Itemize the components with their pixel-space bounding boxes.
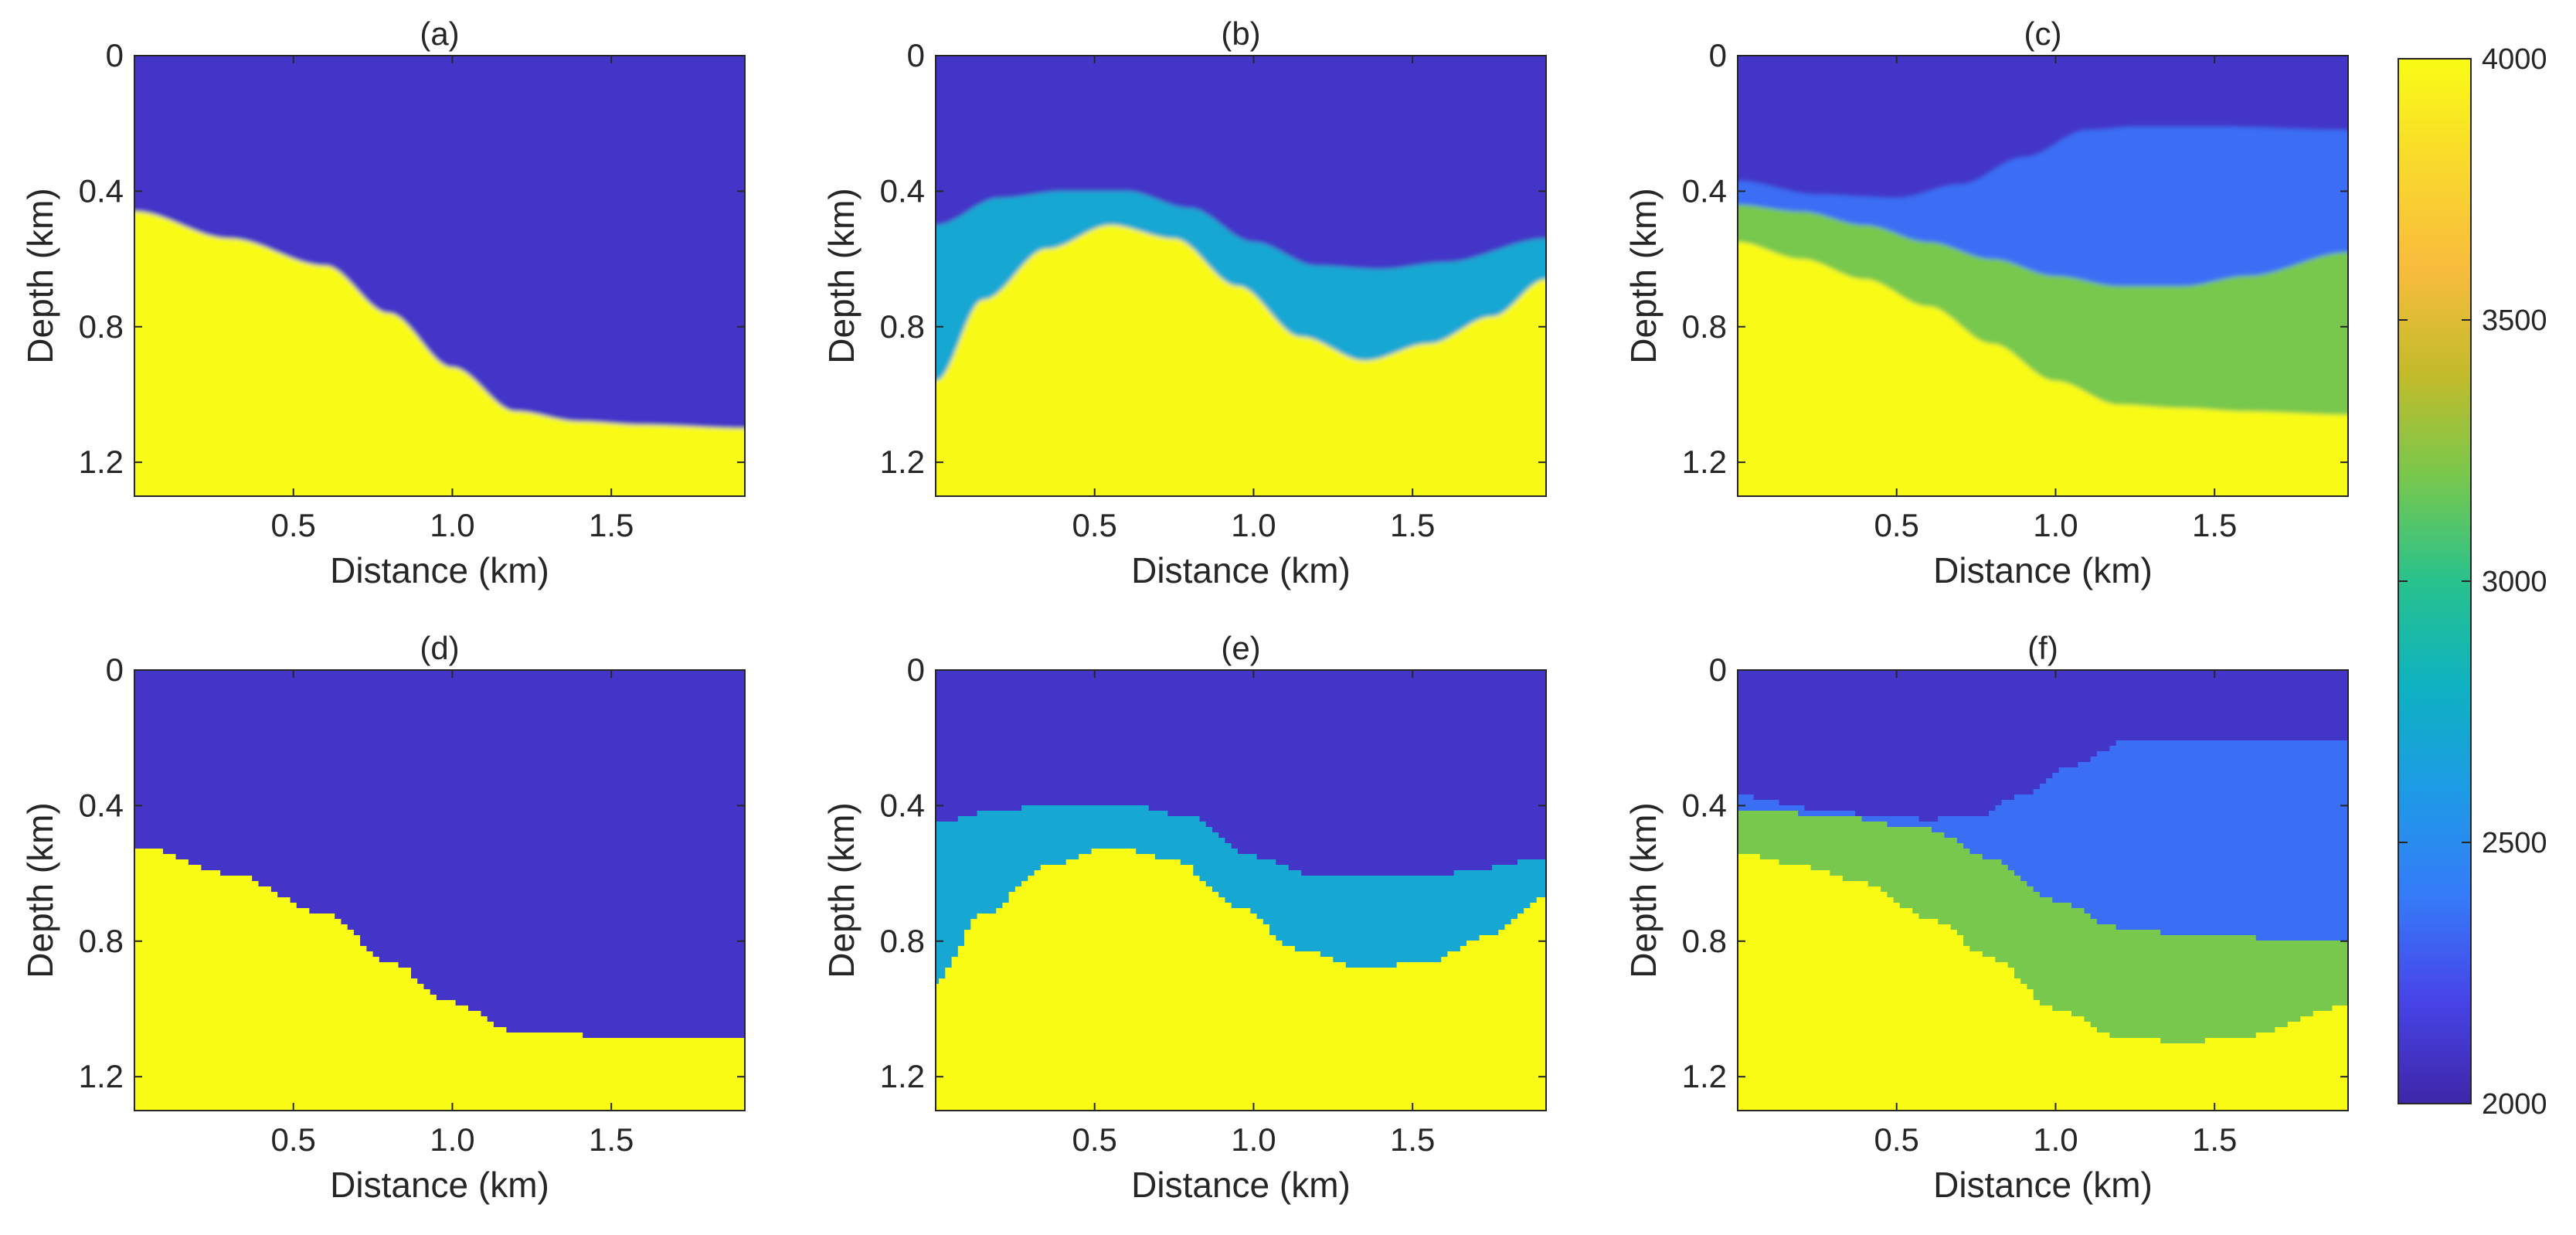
- velocity-field: [1738, 670, 2348, 1111]
- panel-b: 0.5 1.0 1.5 0 0.4 0.8 1.2 (b) Distance (km) Depth…: [821, 15, 1547, 590]
- colorbar-tick-label: 4000: [2482, 43, 2547, 76]
- y-tick-label: 0: [1709, 37, 1727, 73]
- x-axis-label: Distance (km): [330, 550, 549, 590]
- x-tick-label: 1.0: [2033, 507, 2078, 543]
- velocity-field: [134, 56, 745, 496]
- x-tick-label: 0.5: [271, 1121, 316, 1158]
- x-tick-label: 0.5: [1072, 1121, 1117, 1158]
- y-axis-label: Depth (km): [1623, 802, 1664, 978]
- layer-1: [134, 849, 745, 1111]
- y-tick-label: 0.4: [1682, 172, 1727, 209]
- y-tick-label: 0.8: [79, 923, 124, 959]
- velocity-field: [1738, 56, 2348, 496]
- y-tick-label: 0: [907, 37, 925, 73]
- layer-2: [936, 225, 1546, 496]
- y-axis-label: Depth (km): [20, 802, 60, 978]
- x-tick-label: 1.5: [2192, 507, 2237, 543]
- panel-d: 0.5 1.0 1.5 0 0.4 0.8 1.2 (d) Distance (km) Depth…: [20, 630, 746, 1205]
- layer-3: [1738, 854, 2348, 1111]
- layer-3: [1738, 242, 2348, 496]
- axes-box: [1737, 669, 2349, 1111]
- y-axis-label: Depth (km): [20, 188, 60, 363]
- y-tick-label: 0: [907, 652, 925, 688]
- y-tick-label: 0.8: [79, 308, 124, 345]
- x-tick-label: 1.0: [2033, 1121, 2078, 1158]
- x-tick-label: 1.0: [430, 1121, 474, 1158]
- layer-1: [134, 211, 745, 496]
- x-axis-label: Distance (km): [1933, 550, 2153, 590]
- x-tick-label: 1.0: [1231, 507, 1276, 543]
- x-axis-label: Distance (km): [1933, 1165, 2153, 1205]
- panel-title: (a): [420, 15, 459, 52]
- velocity-field: [936, 670, 1546, 1111]
- y-tick-label: 0.4: [880, 172, 925, 209]
- colorbar-tick-label: 2000: [2482, 1088, 2547, 1121]
- x-tick-label: 0.5: [1874, 507, 1919, 543]
- x-tick-label: 1.0: [1231, 1121, 1276, 1158]
- y-tick-label: 0.8: [1682, 923, 1727, 959]
- panel-title: (d): [420, 630, 459, 666]
- panel-title: (b): [1221, 15, 1260, 52]
- x-tick-label: 1.0: [430, 507, 474, 543]
- panel-title: (c): [2024, 15, 2062, 52]
- y-tick-label: 1.2: [79, 1058, 124, 1094]
- x-tick-label: 1.5: [1390, 507, 1435, 543]
- y-tick-label: 0.8: [880, 308, 925, 345]
- x-tick-label: 1.5: [2192, 1121, 2237, 1158]
- x-tick-label: 0.5: [1072, 507, 1117, 543]
- velocity-field: [936, 56, 1546, 496]
- y-tick-label: 0.4: [79, 172, 124, 209]
- panel-c: 0.5 1.0 1.5 0 0.4 0.8 1.2 (c) Distance (km) Depth…: [1623, 15, 2349, 590]
- y-tick-label: 1.2: [1682, 444, 1727, 480]
- x-axis-label: Distance (km): [1131, 550, 1351, 590]
- colorbar-tick-label: 3500: [2482, 304, 2547, 337]
- colorbar-tick-label: 3000: [2482, 566, 2547, 598]
- y-tick-label: 1.2: [1682, 1058, 1727, 1094]
- x-tick-label: 1.5: [1390, 1121, 1435, 1158]
- panel-a: 0.5 1.0 1.5 0 0.4 0.8 1.2 (a) Distance (km) Depth…: [20, 15, 746, 590]
- y-tick-label: 0: [106, 37, 124, 73]
- panel-e: 0.5 1.0 1.5 0 0.4 0.8 1.2 (e) Distance (km) Depth…: [821, 630, 1547, 1205]
- axes-box: [134, 55, 746, 497]
- y-axis-label: Depth (km): [821, 802, 861, 978]
- axes-box: [935, 55, 1547, 497]
- y-tick-label: 0.4: [880, 787, 925, 823]
- y-tick-label: 0.8: [1682, 308, 1727, 345]
- y-axis-label: Depth (km): [821, 188, 861, 363]
- colorbar-tick-label: 2500: [2482, 827, 2547, 859]
- panel-f: 0.5 1.0 1.5 0 0.4 0.8 1.2 (f) Distance (km) Depth…: [1623, 630, 2349, 1205]
- y-tick-label: 1.2: [880, 1058, 925, 1094]
- y-tick-label: 1.2: [79, 444, 124, 480]
- x-axis-label: Distance (km): [1131, 1165, 1351, 1205]
- x-tick-label: 1.5: [589, 507, 634, 543]
- x-tick-label: 1.5: [589, 1121, 634, 1158]
- y-tick-label: 0: [1709, 652, 1727, 688]
- y-tick-label: 0.4: [1682, 787, 1727, 823]
- x-tick-label: 0.5: [271, 507, 316, 543]
- axes-box: [134, 669, 746, 1111]
- layer-2: [936, 849, 1546, 1111]
- colorbar: 2000 2500 3000 3500 4000: [2398, 43, 2547, 1121]
- panel-title: (e): [1221, 630, 1260, 666]
- y-tick-label: 1.2: [880, 444, 925, 480]
- y-tick-label: 0: [106, 652, 124, 688]
- panel-title: (f): [2027, 630, 2058, 666]
- y-axis-label: Depth (km): [1623, 188, 1664, 363]
- colorbar-gradient: [2398, 59, 2471, 1104]
- y-tick-label: 0.8: [880, 923, 925, 959]
- axes-box: [935, 669, 1547, 1111]
- velocity-field: [134, 670, 745, 1111]
- x-tick-label: 0.5: [1874, 1121, 1919, 1158]
- axes-box: [1737, 55, 2349, 497]
- x-axis-label: Distance (km): [330, 1165, 549, 1205]
- y-tick-label: 0.4: [79, 787, 124, 823]
